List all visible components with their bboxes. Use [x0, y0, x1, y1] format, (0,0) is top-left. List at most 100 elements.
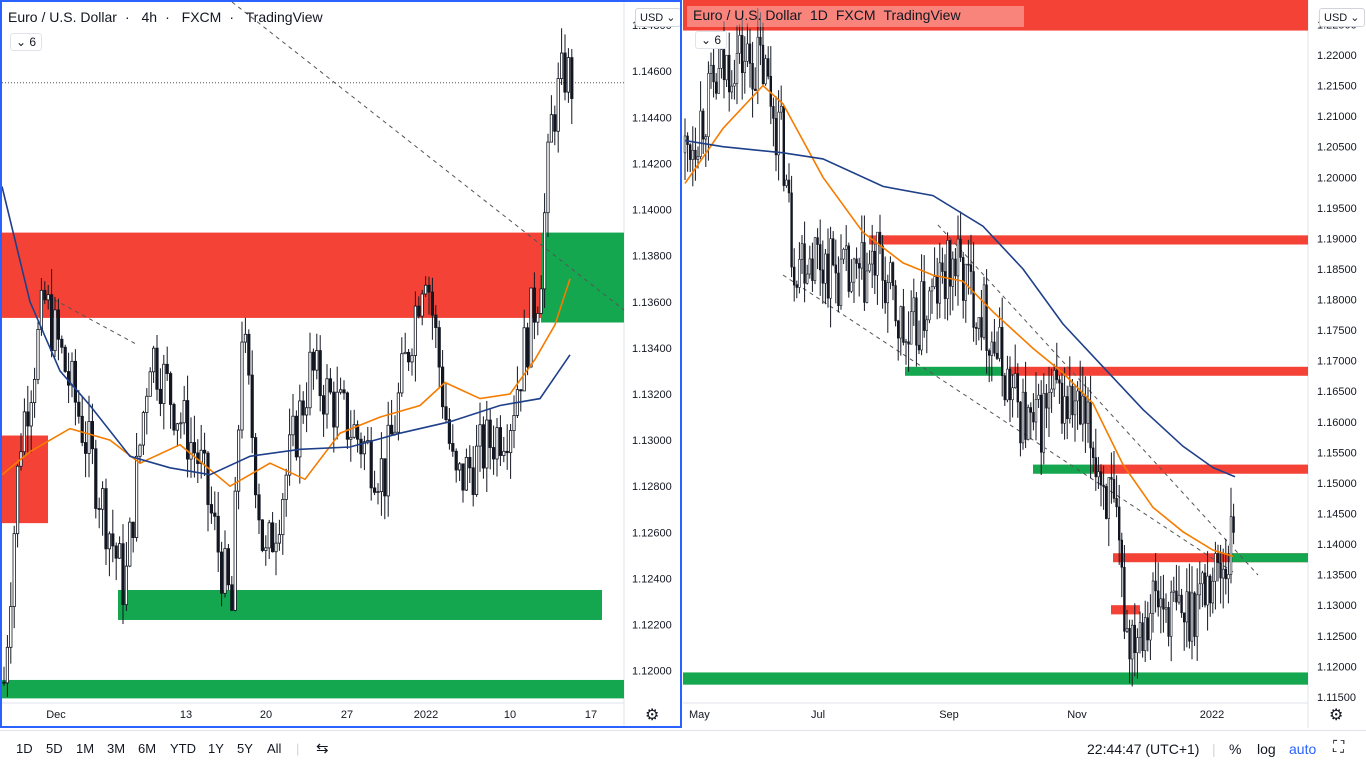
zone-red	[2, 232, 541, 318]
auto-toggle[interactable]: auto	[1289, 741, 1317, 757]
chart-4h-canvas[interactable]: 1.148001.146001.144001.142001.140001.138…	[0, 0, 682, 728]
candle-body	[907, 341, 910, 345]
trendline-dashed	[937, 224, 1259, 576]
range-1m[interactable]: 1M	[76, 741, 95, 756]
candle-body	[46, 294, 50, 301]
candle-body	[948, 240, 952, 287]
candle-body	[899, 306, 902, 339]
indicators-toggle[interactable]: ⌄ 6	[10, 33, 43, 51]
candle-body	[920, 281, 923, 351]
candle-body	[522, 327, 526, 392]
candle-body	[824, 253, 827, 284]
candle-body	[345, 392, 350, 440]
candle-body	[897, 320, 900, 339]
candle-body	[131, 521, 135, 538]
candle-body	[124, 565, 128, 606]
chart-1d-canvas[interactable]: 1.225001.220001.215001.210001.205001.200…	[683, 0, 1366, 728]
candle-body	[267, 522, 271, 549]
candle-body	[406, 351, 411, 363]
candle-body	[1203, 572, 1207, 606]
y-tick-label: 1.13200	[632, 389, 672, 401]
candle-body	[447, 419, 452, 444]
candle-body	[145, 395, 149, 413]
trendline-dashed	[39, 291, 137, 345]
candle-body	[1216, 553, 1220, 563]
range-all[interactable]: All	[267, 741, 282, 756]
date-range-icon[interactable]: ⇆	[316, 740, 329, 757]
candle-body	[400, 353, 404, 394]
gear-icon[interactable]: ⚙	[645, 707, 660, 724]
trendline-dashed	[782, 274, 1234, 573]
candle-body	[712, 64, 715, 83]
candle-body	[933, 276, 936, 288]
range-6m[interactable]: 6M	[138, 741, 157, 756]
candle-body	[1026, 407, 1030, 440]
candle-body	[118, 543, 122, 559]
candle-body	[1068, 385, 1071, 420]
range-5d[interactable]: 5D	[46, 741, 63, 756]
moving-average-blue	[684, 139, 1236, 478]
candle-body	[342, 389, 346, 394]
candle-body	[468, 456, 472, 469]
candle-body	[53, 309, 57, 352]
candle-body	[777, 111, 780, 156]
y-tick-label: 1.21500	[1317, 81, 1357, 93]
chart-pane-4h[interactable]: 1.148001.146001.144001.142001.140001.138…	[0, 0, 682, 728]
log-toggle[interactable]: log	[1257, 741, 1276, 757]
candle-body	[570, 57, 574, 99]
candle-body	[707, 73, 710, 138]
candle-body	[219, 551, 224, 594]
indicators-toggle[interactable]: ⌄ 6	[695, 31, 728, 49]
candle-body	[253, 437, 258, 496]
candle-body	[451, 443, 455, 452]
chart-title-1d: Euro / U.S. Dollar 1D FXCM TradingView	[687, 6, 1024, 27]
candle-body	[5, 646, 9, 684]
candle-body	[1102, 484, 1105, 487]
candle-body	[759, 36, 762, 46]
candle-body	[793, 266, 796, 286]
candle-body	[519, 389, 523, 392]
range-5y[interactable]: 5Y	[237, 741, 253, 756]
candle-body	[304, 407, 309, 416]
candle-body	[923, 281, 926, 331]
candle-body	[223, 548, 227, 594]
candle-body	[1058, 379, 1061, 384]
range-1y[interactable]: 1Y	[208, 741, 224, 756]
candle-body	[842, 249, 845, 260]
range-3m[interactable]: 3M	[107, 741, 126, 756]
candle-body	[837, 272, 840, 306]
candle-body	[213, 512, 217, 517]
percent-toggle[interactable]: %	[1229, 741, 1242, 757]
candle-body	[1099, 471, 1103, 486]
candle-body	[1156, 590, 1160, 608]
range-ytd[interactable]: YTD	[170, 741, 196, 756]
candle-body	[1180, 594, 1183, 614]
candle-body	[233, 490, 237, 611]
candle-body	[977, 317, 980, 329]
candle-body	[1123, 566, 1126, 632]
candle-body	[995, 352, 999, 359]
candle-body	[226, 548, 230, 586]
candle-body	[1221, 568, 1225, 579]
fullscreen-icon[interactable]: ⛶	[1333, 739, 1345, 756]
gear-icon[interactable]: ⚙	[1329, 707, 1344, 724]
candle-body	[904, 341, 908, 344]
moving-average-orange	[1, 278, 571, 488]
candle-body	[464, 456, 469, 491]
range-1d[interactable]: 1D	[16, 741, 33, 756]
candle-body	[67, 371, 71, 386]
candle-body	[889, 262, 892, 283]
currency-selector[interactable]: USD ⌄	[1319, 8, 1365, 27]
candle-body	[192, 442, 196, 454]
candle-body	[746, 43, 749, 62]
interval: 1D	[809, 7, 828, 23]
y-tick-label: 1.14000	[1317, 539, 1357, 551]
x-tick-label: May	[689, 709, 710, 721]
chart-pane-1d[interactable]: 1.225001.220001.215001.210001.205001.200…	[683, 0, 1366, 728]
candle-body	[274, 542, 278, 553]
candle-body	[491, 447, 496, 460]
candle-body	[349, 436, 353, 440]
candle-body	[1206, 575, 1209, 606]
currency-selector[interactable]: USD ⌄	[635, 8, 681, 27]
candle-body	[318, 350, 322, 397]
